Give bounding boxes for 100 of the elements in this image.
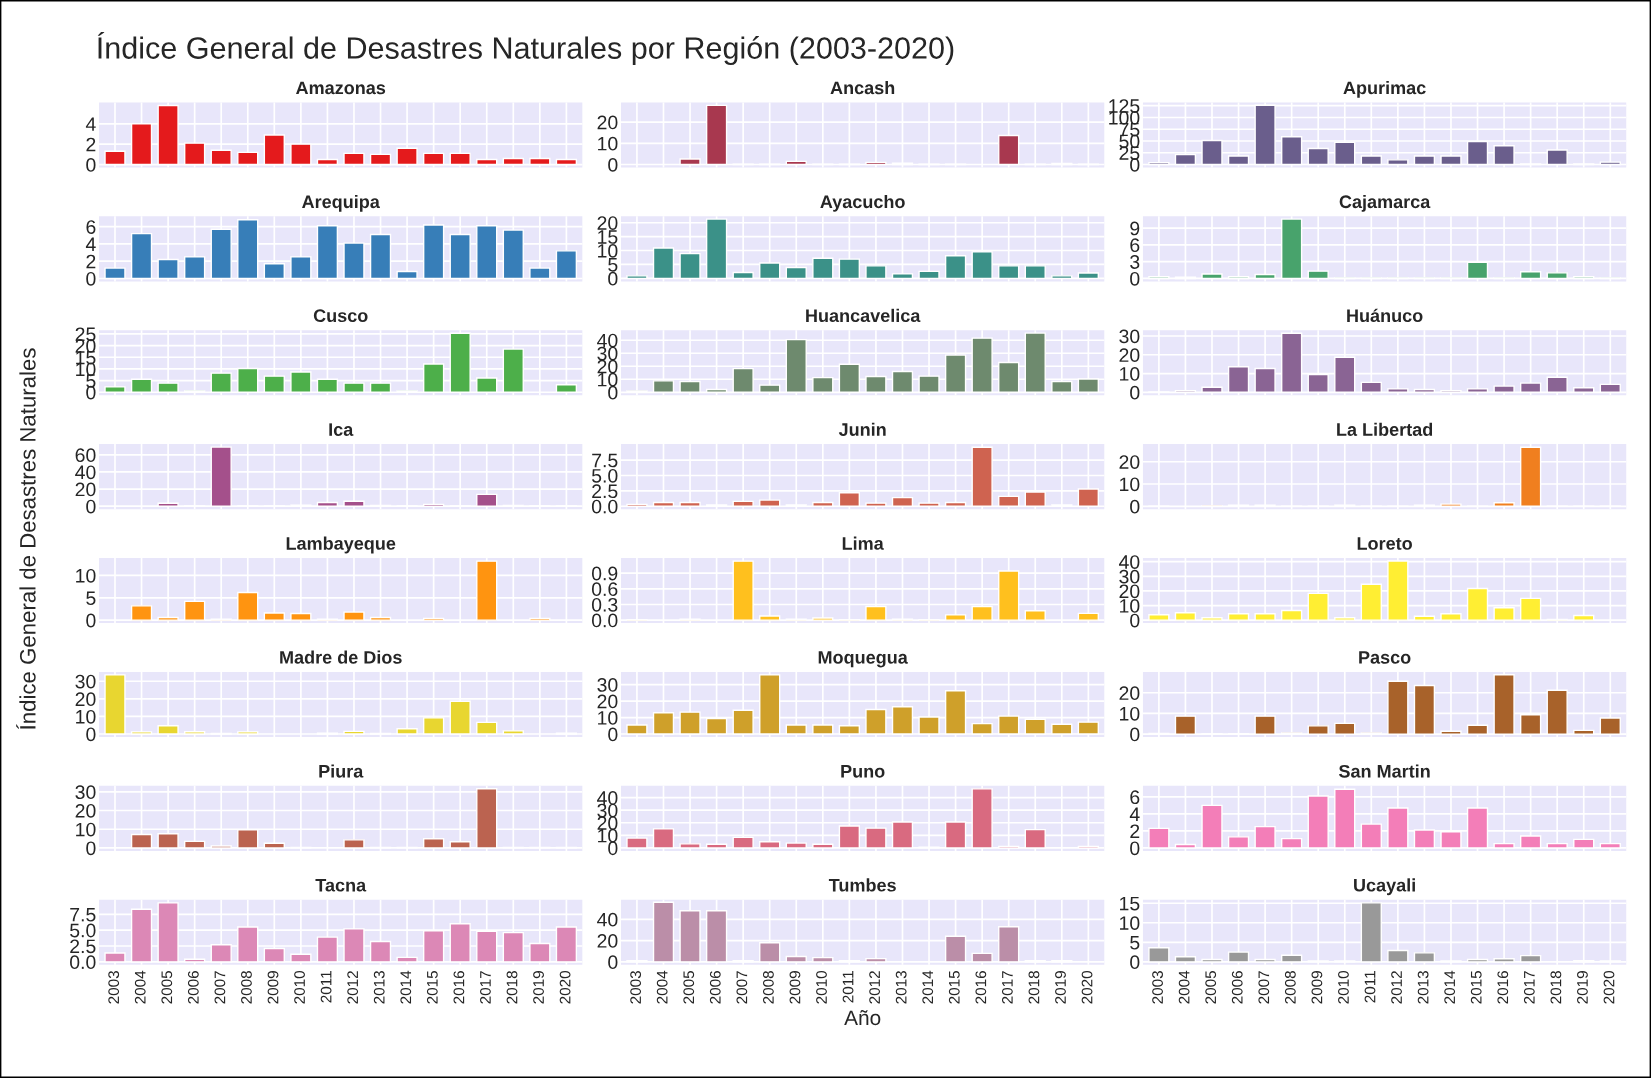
- chart-title: Ayacucho: [820, 194, 905, 212]
- y-tick-label: 10: [1120, 599, 1140, 613]
- y-tick-label: 20: [597, 359, 618, 374]
- x-tick-label: 2013: [1417, 971, 1429, 1004]
- y-tick-label: 0: [86, 841, 96, 856]
- y-tick-label: 40: [75, 465, 96, 480]
- y-tick-label: 0: [86, 613, 96, 628]
- x-tick-label: 2004: [656, 970, 668, 1004]
- y-tick-label: 2: [1130, 824, 1140, 838]
- y-tick-label: 10: [598, 828, 618, 843]
- x-tick-label: 2018: [506, 971, 518, 1004]
- chart-title: Cusco: [313, 309, 368, 323]
- x-tick-label: 2008: [241, 971, 252, 1004]
- y-tick-label: 3: [1130, 255, 1140, 269]
- x-tick-label: 2009: [789, 971, 801, 1004]
- y-tick-label: 60: [75, 448, 96, 463]
- chart-title: San Martin: [1338, 764, 1430, 778]
- y-tick-label: 40: [597, 912, 618, 927]
- y-tick-label: 30: [597, 803, 618, 818]
- x-tick-label: 2012: [1391, 971, 1402, 1004]
- x-tick-label: 2018: [1550, 971, 1562, 1004]
- y-tick-label: 9: [1130, 221, 1140, 236]
- y-tick-label: 0: [86, 499, 96, 514]
- y-tick-label: 30: [1119, 569, 1140, 584]
- x-tick-label: 2013: [373, 971, 385, 1004]
- x-tick-label: 2010: [1338, 970, 1349, 1004]
- x-tick-label: 2015: [426, 971, 438, 1004]
- y-tick-label: 4: [85, 117, 96, 131]
- x-tick-label: 2017: [480, 971, 491, 1004]
- y-tick-label: 10: [1120, 477, 1140, 492]
- y-tick-label: 20: [597, 216, 618, 230]
- y-tick-label: 20: [1119, 584, 1140, 599]
- y-tick-label: 0: [1130, 613, 1140, 628]
- y-tick-label: 0.0: [591, 613, 618, 628]
- x-tick-label: 2007: [214, 971, 226, 1004]
- x-tick-label: 2012: [347, 971, 359, 1004]
- y-tick-label: 20: [75, 482, 96, 497]
- x-tick-label: 2017: [1523, 971, 1535, 1004]
- x-tick-label: 2011: [1364, 971, 1376, 1003]
- y-tick-label: 20: [75, 692, 96, 707]
- x-tick-label: 2016: [1497, 971, 1509, 1004]
- chart-title: Loreto: [1357, 537, 1412, 550]
- x-tick-label: 2019: [1577, 971, 1588, 1004]
- y-tick-label: 125: [1109, 99, 1140, 113]
- y-tick-label: 10: [1120, 706, 1140, 721]
- x-tick-label: 2011: [320, 971, 332, 1003]
- x-tick-label: 2016: [975, 971, 987, 1004]
- x-tick-label: 2009: [267, 971, 279, 1004]
- y-tick-label: 0: [608, 841, 618, 856]
- chart-title: Huánuco: [1347, 308, 1423, 323]
- y-tick-label: 15: [598, 230, 618, 244]
- x-tick-label: 2003: [108, 971, 120, 1004]
- y-tick-label: 40: [1118, 555, 1140, 569]
- y-tick-label: 10: [598, 711, 618, 725]
- y-tick-label: 20: [1119, 455, 1140, 469]
- y-tick-label: 10: [76, 709, 96, 724]
- chart-title: Tumbes: [828, 878, 896, 892]
- y-tick-label: 2.5: [70, 939, 96, 954]
- y-tick-label: 0: [608, 158, 618, 172]
- y-tick-label: 10: [598, 136, 618, 151]
- x-tick-label: 2007: [1258, 971, 1270, 1004]
- y-tick-label: 6: [1130, 238, 1140, 253]
- x-tick-label: 2006: [1231, 971, 1243, 1004]
- chart-title: Lima: [842, 536, 884, 550]
- chart-title: La Libertad: [1337, 422, 1433, 436]
- x-tick-label: 2014: [1444, 970, 1456, 1004]
- x-tick-label: 2007: [736, 971, 748, 1004]
- x-tick-label: 2014: [922, 970, 934, 1004]
- y-tick-label: 40: [597, 791, 618, 805]
- y-tick-label: 30: [75, 674, 96, 689]
- y-tick-label: 5: [608, 258, 618, 272]
- y-tick-label: 7.5: [70, 907, 96, 922]
- y-tick-label: 7.5: [592, 453, 618, 468]
- x-tick-label: 2011: [842, 971, 854, 1003]
- y-tick-label: 0.0: [591, 499, 618, 514]
- x-tick-label: 2005: [683, 971, 695, 1004]
- chart-title: Ica: [329, 423, 354, 436]
- y-tick-label: 10: [1120, 916, 1140, 931]
- x-tick-label: 2003: [630, 971, 642, 1004]
- chart-title: Puno: [841, 765, 885, 778]
- x-tick-label: 2012: [869, 971, 881, 1004]
- chart-title: Apurimac: [1343, 80, 1426, 98]
- x-tick-label: 2004: [134, 970, 146, 1004]
- y-tick-label: 0: [86, 158, 96, 172]
- y-tick-label: 0: [608, 385, 618, 400]
- y-tick-label: 6: [86, 220, 96, 234]
- y-tick-label: 15: [1120, 896, 1140, 911]
- y-tick-label: 20: [597, 115, 618, 130]
- y-tick-label: 5: [1130, 935, 1140, 950]
- x-tick-label: 2020: [1603, 970, 1615, 1004]
- y-tick-label: 2: [86, 137, 96, 152]
- chart-title: Ucayali: [1354, 878, 1415, 896]
- y-tick-label: 0: [1130, 955, 1140, 970]
- chart-title: Lambayeque: [286, 536, 396, 554]
- x-tick-label: 2020: [559, 970, 571, 1004]
- y-tick-label: 10: [598, 372, 618, 387]
- chart-title: Junin: [838, 422, 886, 436]
- y-tick-label: 2.5: [592, 484, 618, 499]
- x-tick-label: 2008: [1284, 971, 1296, 1004]
- y-tick-label: 30: [597, 678, 618, 692]
